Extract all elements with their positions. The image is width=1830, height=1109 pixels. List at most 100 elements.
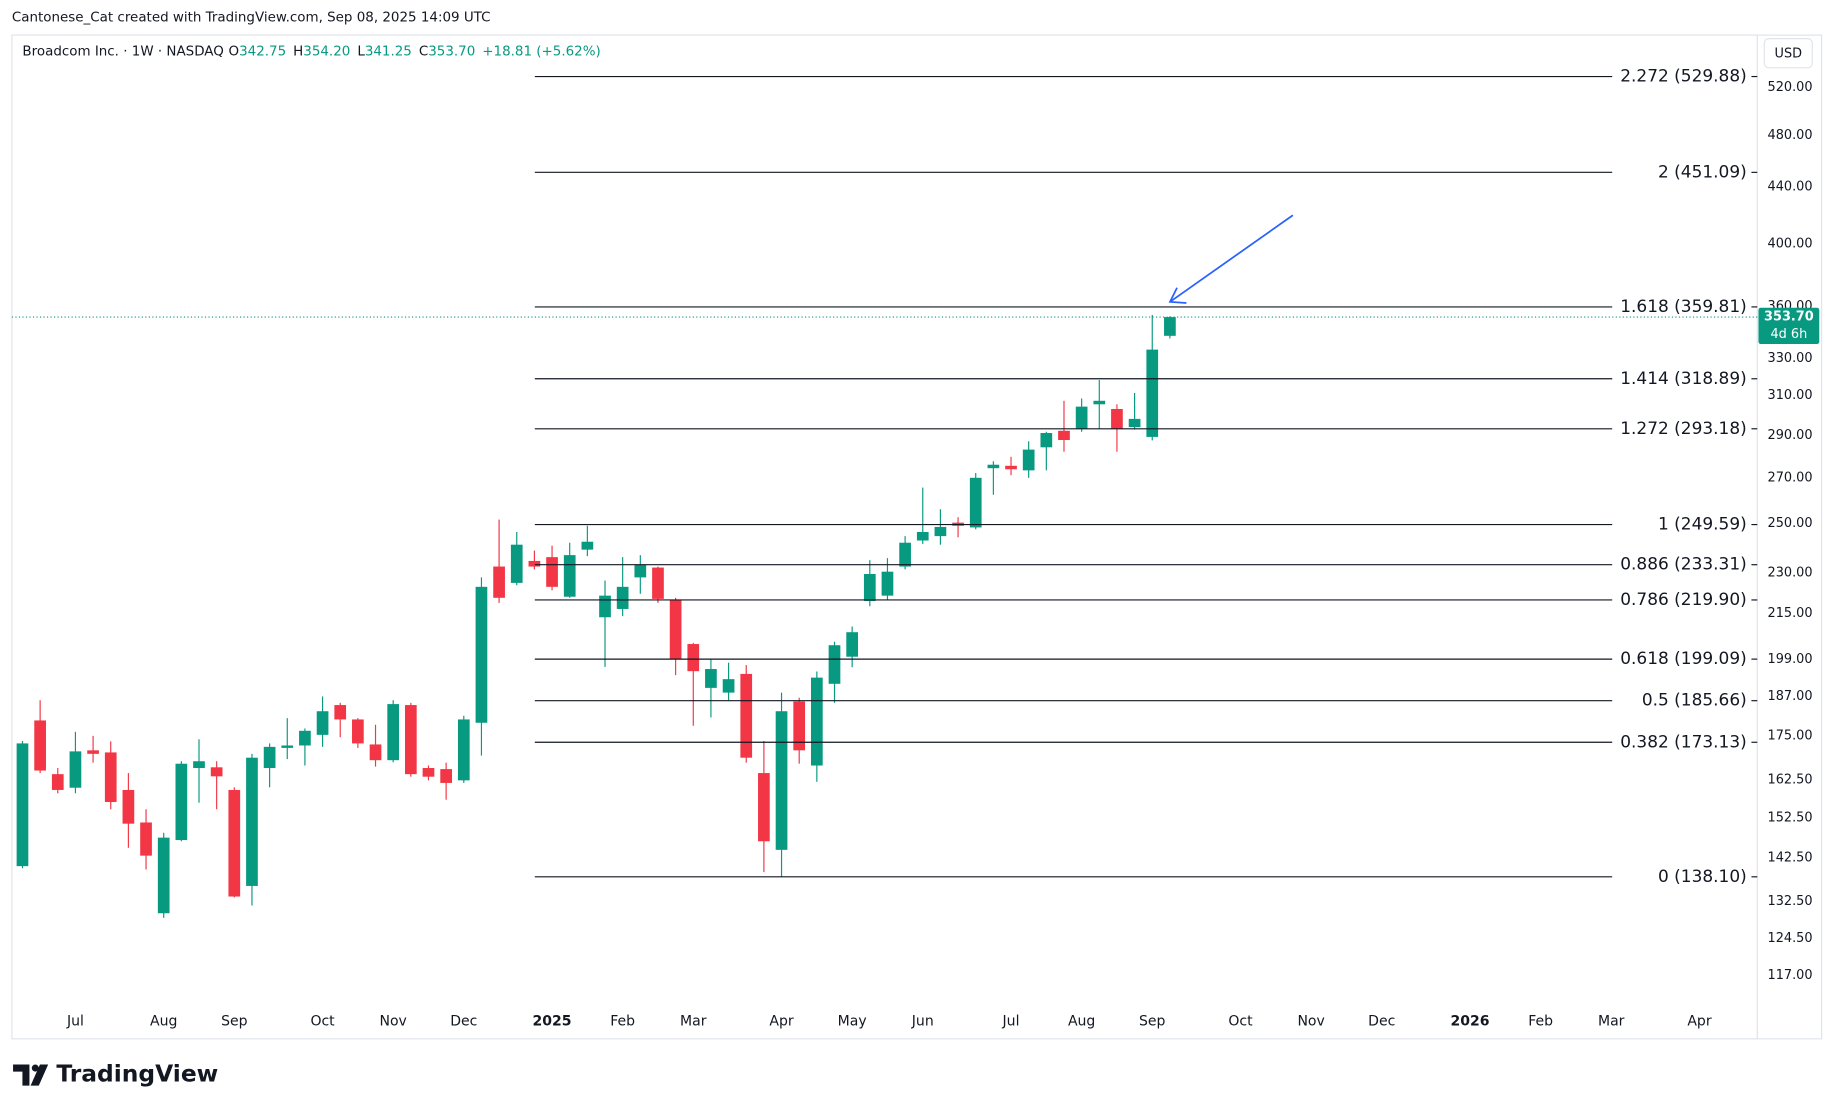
candle-body	[1128, 418, 1141, 428]
candle-body	[987, 464, 1000, 469]
candle-body	[969, 477, 982, 528]
candle-body	[246, 757, 258, 886]
candle-body	[581, 541, 594, 550]
ohlc-key: H	[293, 44, 303, 59]
candle-body	[846, 632, 858, 657]
y-tick-label: 520.00	[1768, 80, 1813, 95]
y-tick-label: 187.00	[1768, 689, 1813, 704]
fib-label: 2.272 (529.88)	[1620, 66, 1746, 86]
currency-box[interactable]	[1763, 38, 1813, 69]
fib-label: 1.618 (359.81)	[1620, 296, 1746, 316]
x-tick-label: Mar	[1598, 1013, 1625, 1029]
x-tick-label: Nov	[379, 1013, 406, 1029]
candle-body	[1058, 430, 1070, 441]
candle-body	[210, 767, 223, 777]
x-tick-label: Feb	[1528, 1013, 1553, 1029]
y-tick-label: 330.00	[1768, 351, 1813, 366]
candle-body	[652, 567, 664, 599]
x-tick-label: Sep	[1139, 1013, 1166, 1029]
candle-body	[69, 751, 82, 788]
y-tick-label: 310.00	[1768, 388, 1813, 403]
x-tick-label: Dec	[450, 1013, 477, 1029]
candle-body	[281, 745, 294, 748]
credit: Cantonese_Cat created with TradingView.c…	[12, 11, 491, 26]
x-tick-label: Sep	[221, 1013, 248, 1029]
candle-body	[387, 704, 400, 761]
candle-body	[457, 719, 470, 781]
ohlc-key: L	[357, 44, 365, 59]
candle-body	[599, 595, 611, 618]
candle-body	[528, 560, 541, 567]
candle-body	[263, 746, 276, 769]
candle-body	[546, 557, 558, 587]
candle-body	[616, 586, 629, 609]
candle-body	[228, 789, 241, 897]
candle-body	[899, 542, 911, 567]
candle-body	[122, 789, 135, 824]
candle-body	[1005, 465, 1017, 470]
y-tick-label: 400.00	[1768, 236, 1813, 251]
x-tick-label: Feb	[610, 1013, 635, 1029]
fib-label: 0.786 (219.90)	[1620, 589, 1746, 609]
x-tick-label: Jul	[66, 1013, 84, 1029]
currency[interactable]: USD	[1775, 46, 1803, 61]
x-tick-label: May	[838, 1013, 867, 1029]
candle-body	[881, 571, 894, 596]
fib-label: 0.382 (173.13)	[1620, 731, 1746, 751]
candle-body	[140, 822, 152, 856]
candle-body	[916, 531, 929, 541]
fib-label: 0.886 (233.31)	[1620, 554, 1746, 574]
x-tick-label: Jul	[1002, 1013, 1020, 1029]
candle-body	[16, 743, 29, 867]
brand: TradingView	[56, 1060, 218, 1088]
candle-body	[51, 774, 64, 790]
fib-label: 0 (138.10)	[1658, 866, 1747, 886]
x-tick-label: Oct	[1228, 1013, 1253, 1029]
candle-body	[828, 645, 841, 684]
currency-button[interactable]: USD	[1763, 38, 1813, 69]
x-tick-label: 2025	[533, 1013, 572, 1029]
candle-body	[722, 679, 735, 693]
candle-body	[404, 705, 417, 775]
fib-label: 1.272 (293.18)	[1620, 418, 1746, 438]
y-tick-label: 175.00	[1768, 728, 1813, 743]
symbol: Broadcom Inc. · 1W · NASDAQ	[22, 44, 223, 59]
y-tick-label: 142.50	[1768, 851, 1813, 866]
x-tick-label: Apr	[769, 1013, 793, 1029]
x-tick-label: Apr	[1687, 1013, 1711, 1029]
y-tick-label: 199.00	[1768, 652, 1813, 667]
y-tick-label: 440.00	[1768, 180, 1813, 195]
y-tick-label: 162.50	[1768, 772, 1813, 787]
x-tick-label: Nov	[1297, 1013, 1324, 1029]
ohlc-value: 353.70	[428, 44, 475, 59]
logo-slash	[30, 1064, 49, 1086]
fib-label: 1 (249.59)	[1658, 514, 1747, 534]
change: +18.81 (+5.62%)	[482, 44, 600, 59]
candle-body	[175, 763, 188, 841]
ohlc-key: O	[229, 44, 240, 59]
y-tick-label: 152.50	[1768, 810, 1813, 825]
arrow-head	[1168, 287, 1187, 304]
candle-body	[740, 673, 753, 758]
candle-body	[687, 644, 700, 672]
ohlc-value: 342.75	[239, 44, 286, 59]
x-tick-label: Aug	[150, 1013, 177, 1029]
candle-body	[334, 705, 347, 720]
y-tick-label: 215.00	[1768, 606, 1813, 621]
candle-body	[475, 586, 488, 723]
candle-body	[1022, 449, 1035, 471]
candle-body	[157, 837, 170, 914]
candle-body	[369, 744, 382, 761]
logo-dot	[31, 1064, 39, 1072]
candle-body	[810, 677, 823, 766]
symbol-legend: Broadcom Inc. · 1W · NASDAQ O342.75 H354.2…	[22, 44, 600, 59]
y-tick-label: 132.50	[1768, 894, 1813, 909]
x-tick-label: 2026	[1450, 1013, 1489, 1029]
candle-body	[934, 526, 947, 537]
y-tick-label: 117.00	[1768, 968, 1813, 983]
countdown: 4d 6h	[1770, 327, 1807, 342]
arrow-annotation	[1168, 214, 1294, 304]
